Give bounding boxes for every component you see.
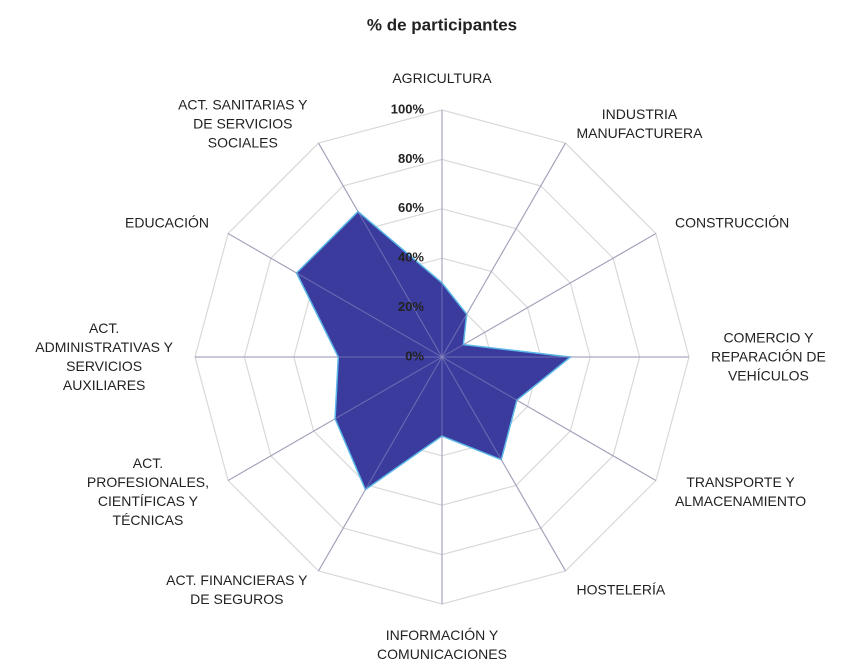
category-label: TRANSPORTE Y ALMACENAMIENTO xyxy=(674,473,807,509)
spoke-overlay xyxy=(227,356,443,481)
y-tick-label: 40% xyxy=(398,250,424,265)
category-label: EDUCACIÓN xyxy=(125,214,210,230)
y-tick-label: 80% xyxy=(398,151,424,166)
category-label: INFORMACIÓN Y COMUNICACIONES xyxy=(377,627,507,662)
chart-title: % de participantes xyxy=(367,15,517,34)
y-tick-label: 20% xyxy=(398,299,424,314)
category-label: ACT. ADMINISTRATIVAS Y SERVICIOS AUXILIA… xyxy=(35,320,173,393)
category-label: ACT. FINANCIERAS Y DE SEGUROS xyxy=(166,571,308,607)
spoke-overlay xyxy=(441,142,566,358)
spoke-overlay xyxy=(441,356,657,481)
radar-area xyxy=(295,210,573,491)
category-label: INDUSTRIA MANUFACTURERA xyxy=(576,106,703,142)
category-label: CONSTRUCCIÓN xyxy=(674,214,790,230)
spoke-overlay xyxy=(318,356,443,572)
category-label: HOSTELERÍA xyxy=(576,581,666,598)
y-tick-label: 0% xyxy=(405,348,424,363)
spoke-overlay xyxy=(227,233,443,358)
category-label: COMERCIO Y REPARACIÓN DE VEHÍCULOS xyxy=(711,329,826,384)
y-tick-label: 60% xyxy=(398,200,424,215)
y-tick-label: 100% xyxy=(391,101,425,116)
spoke-overlay xyxy=(318,142,443,358)
category-label: ACT. SANITARIAS Y DE SERVICIOS SOCIALES xyxy=(178,96,308,151)
category-label: AGRICULTURA xyxy=(392,70,492,86)
spoke-overlay xyxy=(441,233,657,358)
spoke-overlay xyxy=(441,356,566,572)
category-label: ACT. PROFESIONALES, CIENTÍFICAS Y TÉCNIC… xyxy=(86,454,210,528)
